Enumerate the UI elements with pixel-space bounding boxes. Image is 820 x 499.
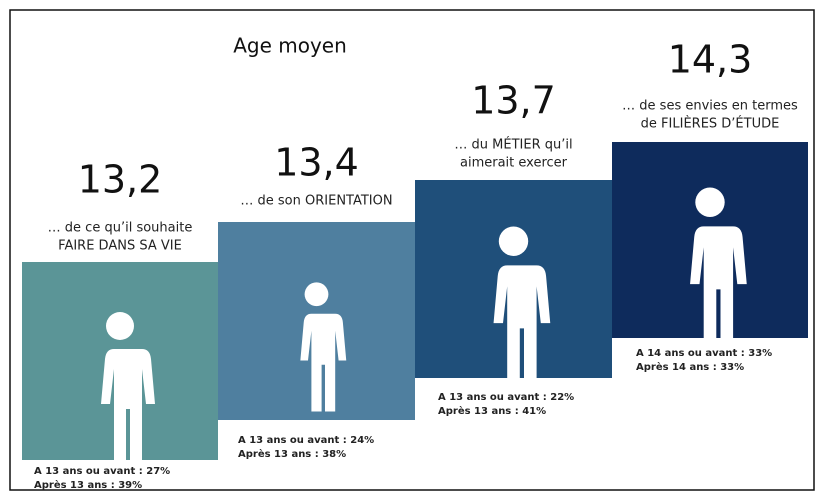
person-icon <box>686 226 747 348</box>
step-stat: Après 13 ans : 39% <box>34 479 142 491</box>
person-head <box>498 226 529 256</box>
person-head <box>106 312 134 340</box>
step-stat: A 13 ans ou avant : 27% <box>34 466 170 477</box>
step-caption: … du MÉTIER qu’il <box>454 137 572 153</box>
average-age: 13,7 <box>471 79 556 123</box>
person-icon <box>490 265 551 387</box>
step-stat: Après 14 ans : 33% <box>636 361 744 373</box>
step-caption: … de ses envies en termes <box>622 99 798 114</box>
step-stat: A 13 ans ou avant : 22% <box>438 392 574 403</box>
person-head <box>304 282 329 307</box>
step-stat: Après 13 ans : 41% <box>438 405 546 417</box>
average-age: 13,4 <box>274 141 359 185</box>
step-stat: Après 13 ans : 38% <box>238 448 346 460</box>
person-icon <box>98 349 155 464</box>
step-stat: A 13 ans ou avant : 24% <box>238 435 374 446</box>
step-caption: FAIRE DANS SA VIE <box>58 239 182 254</box>
step-caption: … de ce qu’il souhaite <box>48 221 193 236</box>
step-stat: A 14 ans ou avant : 33% <box>636 348 772 359</box>
average-age: 14,3 <box>668 38 753 82</box>
step-caption: aimerait exercer <box>460 156 568 171</box>
title: Age moyen <box>233 34 347 58</box>
person-head <box>695 187 725 217</box>
step-caption: de FILIÈRES D’ÉTUDE <box>641 116 780 132</box>
average-age: 13,2 <box>78 158 163 202</box>
step-caption: … de son ORIENTATION <box>240 194 392 209</box>
person-icon <box>297 313 347 412</box>
